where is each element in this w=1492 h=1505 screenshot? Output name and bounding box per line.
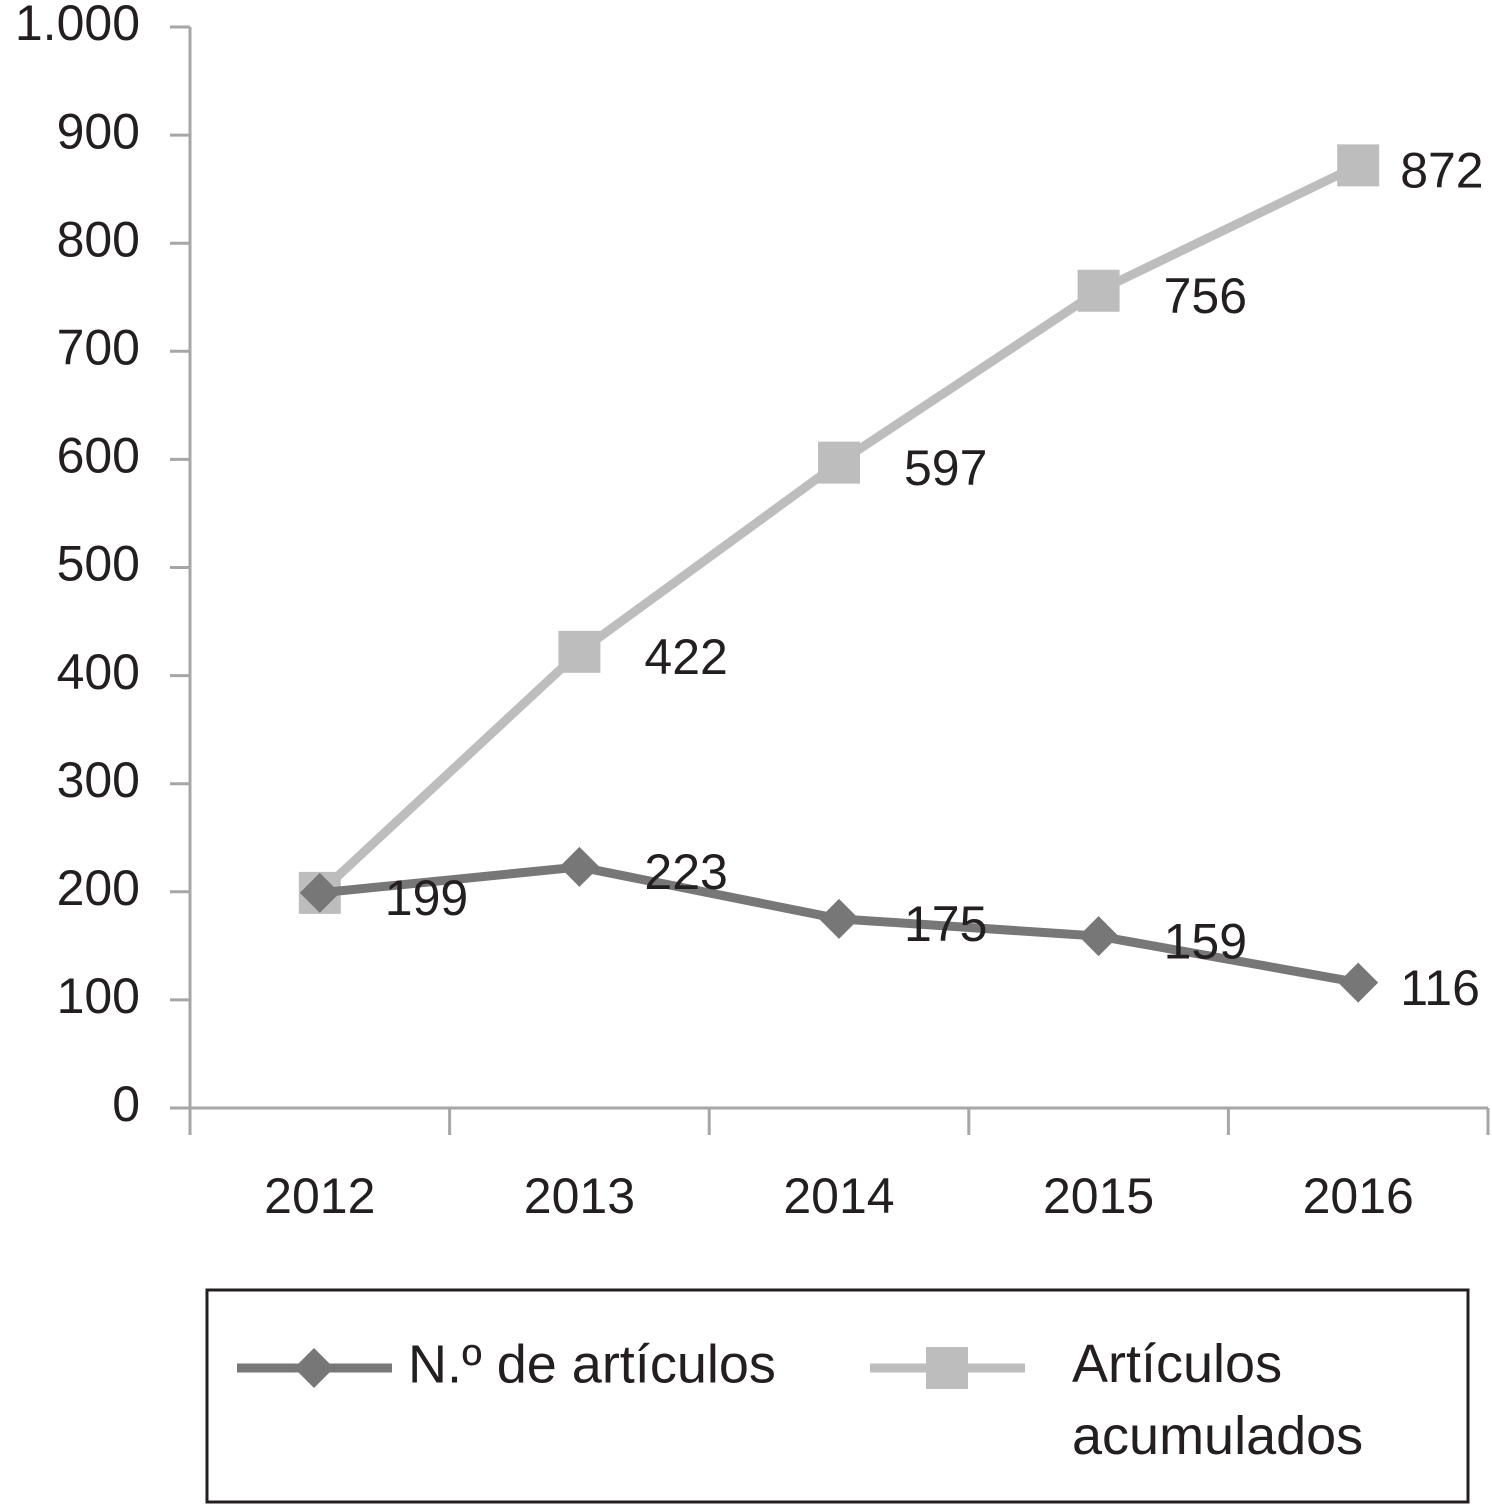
marker	[926, 1347, 968, 1389]
data-label: 159	[1164, 913, 1247, 969]
data-label: 597	[904, 440, 987, 496]
legend-label: N.º de artículos	[408, 1334, 776, 1394]
marker	[299, 872, 340, 913]
data-label: 175	[904, 896, 987, 952]
legend-box	[205, 1288, 1470, 1504]
y-tick-label: 900	[57, 103, 140, 159]
y-tick-label: 0	[112, 1076, 140, 1132]
data-label: 756	[1164, 268, 1247, 324]
x-tick-label: 2014	[783, 1168, 894, 1224]
marker	[1338, 962, 1379, 1003]
y-tick-label: 1.000	[15, 0, 140, 51]
y-tick-label: 500	[57, 536, 140, 592]
y-tick-label: 600	[57, 428, 140, 484]
x-tick-label: 2015	[1043, 1168, 1154, 1224]
y-tick-label: 800	[57, 211, 140, 267]
data-label: 116	[1400, 960, 1480, 1016]
y-tick-label: 200	[57, 860, 140, 916]
data-label: 223	[644, 844, 727, 900]
marker	[559, 846, 600, 887]
y-tick-label: 700	[57, 320, 140, 376]
data-label: 199	[385, 870, 468, 926]
data-label: 872	[1400, 143, 1483, 199]
x-tick-label: 2016	[1303, 1168, 1414, 1224]
marker	[1337, 144, 1380, 187]
y-tick-label: 400	[57, 644, 140, 700]
marker	[1077, 269, 1120, 312]
y-tick-label: 100	[57, 968, 140, 1024]
legend-label: Artículos acumulados	[1072, 1334, 1363, 1466]
marker	[558, 630, 601, 673]
marker	[294, 1348, 334, 1388]
x-tick-label: 2013	[524, 1168, 635, 1224]
x-tick-label: 2012	[264, 1168, 375, 1224]
y-tick-label: 300	[57, 752, 140, 808]
marker	[1078, 916, 1119, 957]
marker	[818, 441, 860, 484]
marker	[819, 898, 859, 939]
data-label: 422	[644, 629, 727, 685]
